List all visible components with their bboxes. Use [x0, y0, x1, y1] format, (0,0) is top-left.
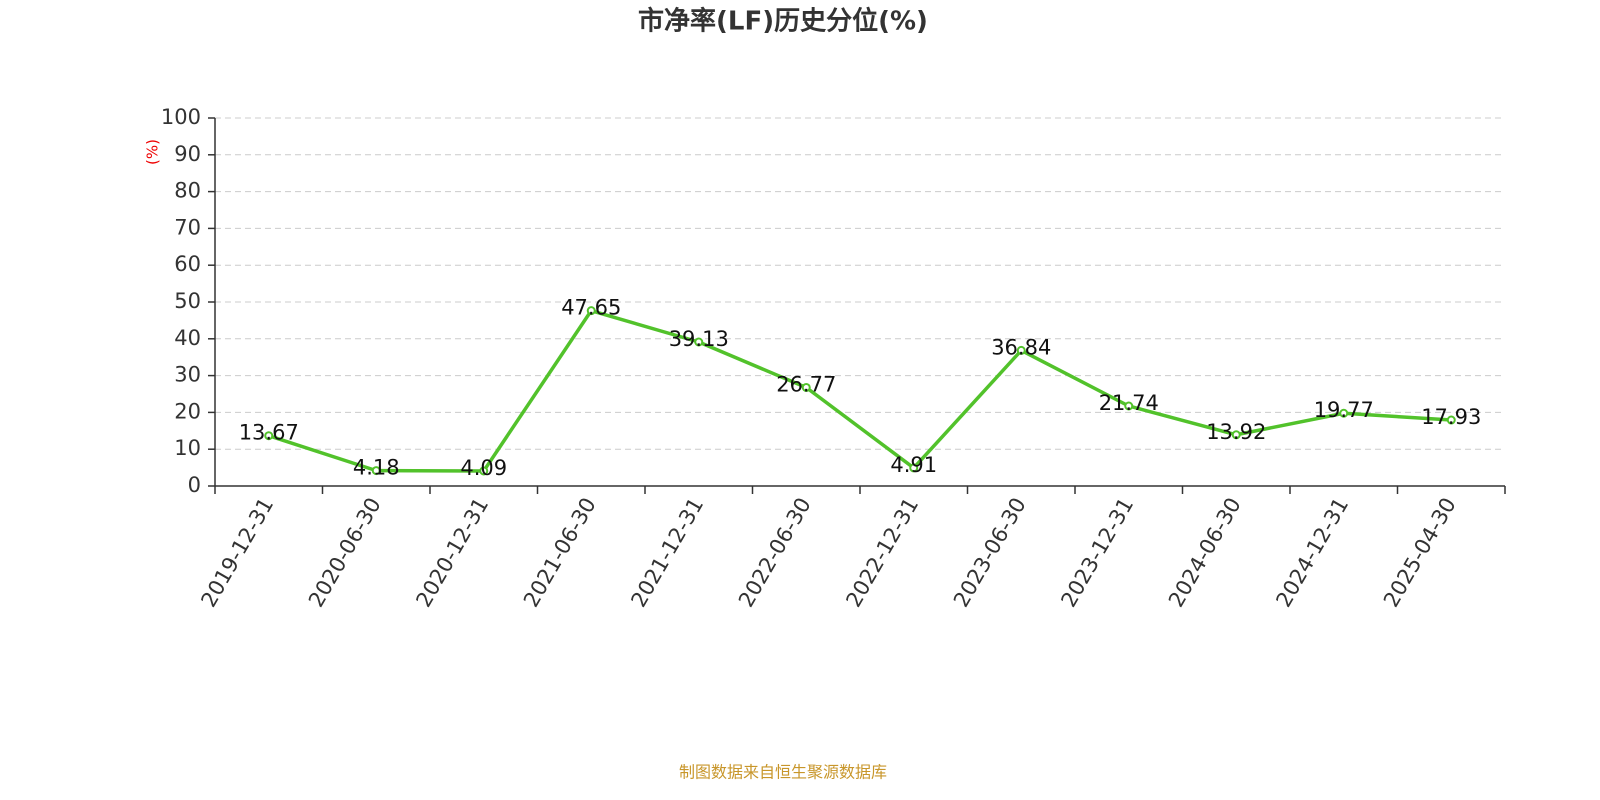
y-tick-label: 40 — [174, 326, 201, 350]
y-tick-label: 20 — [174, 399, 201, 423]
y-tick-label: 100 — [161, 105, 201, 129]
x-tick-label: 2023-06-30 — [949, 494, 1031, 612]
data-label: 13.92 — [1206, 420, 1266, 444]
x-tick-label: 2020-06-30 — [304, 494, 386, 612]
x-tick-label: 2021-12-31 — [626, 494, 708, 612]
source-note: 制图数据来自恒生聚源数据库 — [679, 763, 887, 782]
y-tick-label: 80 — [174, 179, 201, 203]
point — [264, 431, 274, 441]
point — [1339, 408, 1349, 418]
data-label: 39.13 — [669, 327, 729, 351]
point — [586, 306, 596, 316]
point — [1446, 415, 1456, 425]
x-tick-label: 2022-06-30 — [734, 494, 816, 612]
point — [694, 337, 704, 347]
data-label: 17.93 — [1421, 405, 1481, 429]
point — [801, 382, 811, 392]
y-tick-label: 30 — [174, 363, 201, 387]
x-tick-label: 2025-04-30 — [1379, 494, 1461, 612]
data-label: 21.74 — [1099, 391, 1159, 415]
x-tick-label: 2020-12-31 — [411, 494, 493, 612]
y-tick-label: 0 — [188, 473, 201, 497]
y-axis-label: (%) — [144, 139, 162, 165]
data-label: 47.65 — [561, 296, 621, 320]
y-tick-label: 90 — [174, 142, 201, 166]
data-label: 13.67 — [239, 421, 299, 445]
chart-title: 市净率(LF)历史分位(%) — [638, 6, 928, 37]
y-tick-label: 10 — [174, 436, 201, 460]
line — [268, 308, 1452, 473]
x-tick-label: 2019-12-31 — [196, 494, 278, 612]
x-tick-label: 2022-12-31 — [841, 494, 923, 612]
point — [371, 466, 381, 476]
y-tick-label: 70 — [174, 215, 201, 239]
data-label: 4.18 — [353, 456, 400, 480]
data-label: 36.84 — [991, 335, 1051, 359]
x-tick-label: 2024-06-30 — [1164, 494, 1246, 612]
point — [1231, 430, 1241, 440]
y-tick-label: 50 — [174, 289, 201, 313]
data-label: 26.77 — [776, 372, 836, 396]
x-tick-label: 2024-12-31 — [1271, 494, 1353, 612]
x-tick-label: 2021-06-30 — [519, 494, 601, 612]
data-label: 19.77 — [1314, 398, 1374, 422]
point — [1124, 401, 1134, 411]
data-label: 4.09 — [460, 456, 507, 480]
data-label: 4.91 — [890, 453, 937, 477]
point — [1016, 345, 1026, 355]
y-tick-label: 60 — [174, 252, 201, 276]
x-tick-label: 2023-12-31 — [1056, 494, 1138, 612]
point — [909, 463, 919, 473]
point — [479, 466, 489, 476]
